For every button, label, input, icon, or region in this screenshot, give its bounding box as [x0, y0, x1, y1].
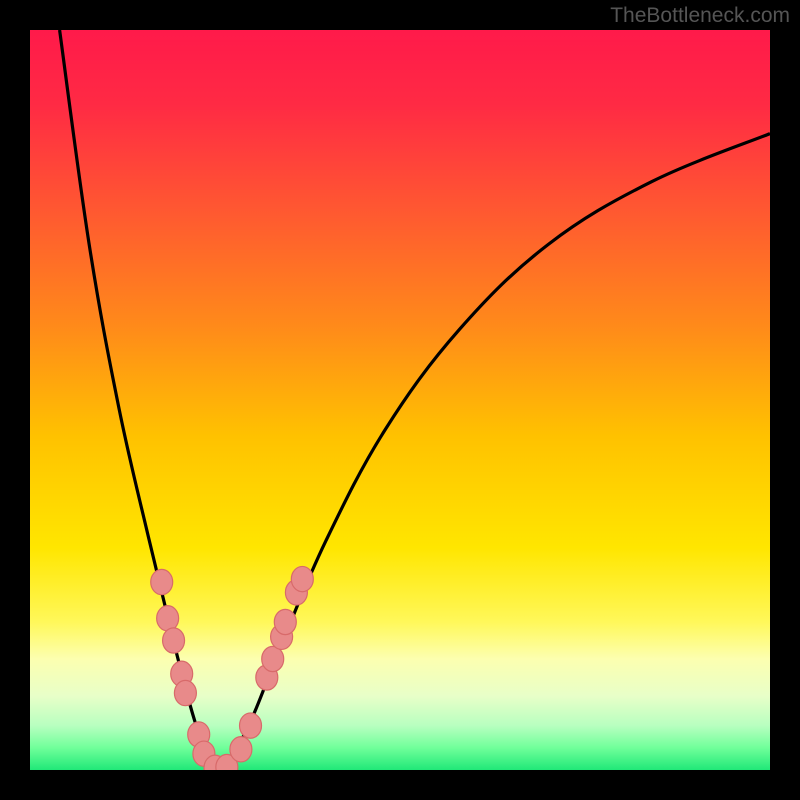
data-marker — [163, 628, 185, 653]
data-marker — [230, 737, 252, 762]
data-marker — [291, 566, 313, 591]
data-marker — [157, 606, 179, 631]
data-marker — [274, 609, 296, 634]
data-marker — [174, 680, 196, 705]
data-marker — [151, 569, 173, 594]
data-marker — [240, 713, 262, 738]
watermark-attribution: TheBottleneck.com — [610, 4, 790, 28]
data-marker — [262, 646, 284, 671]
plot-gradient-background — [30, 30, 770, 770]
bottleneck-chart — [0, 0, 800, 800]
